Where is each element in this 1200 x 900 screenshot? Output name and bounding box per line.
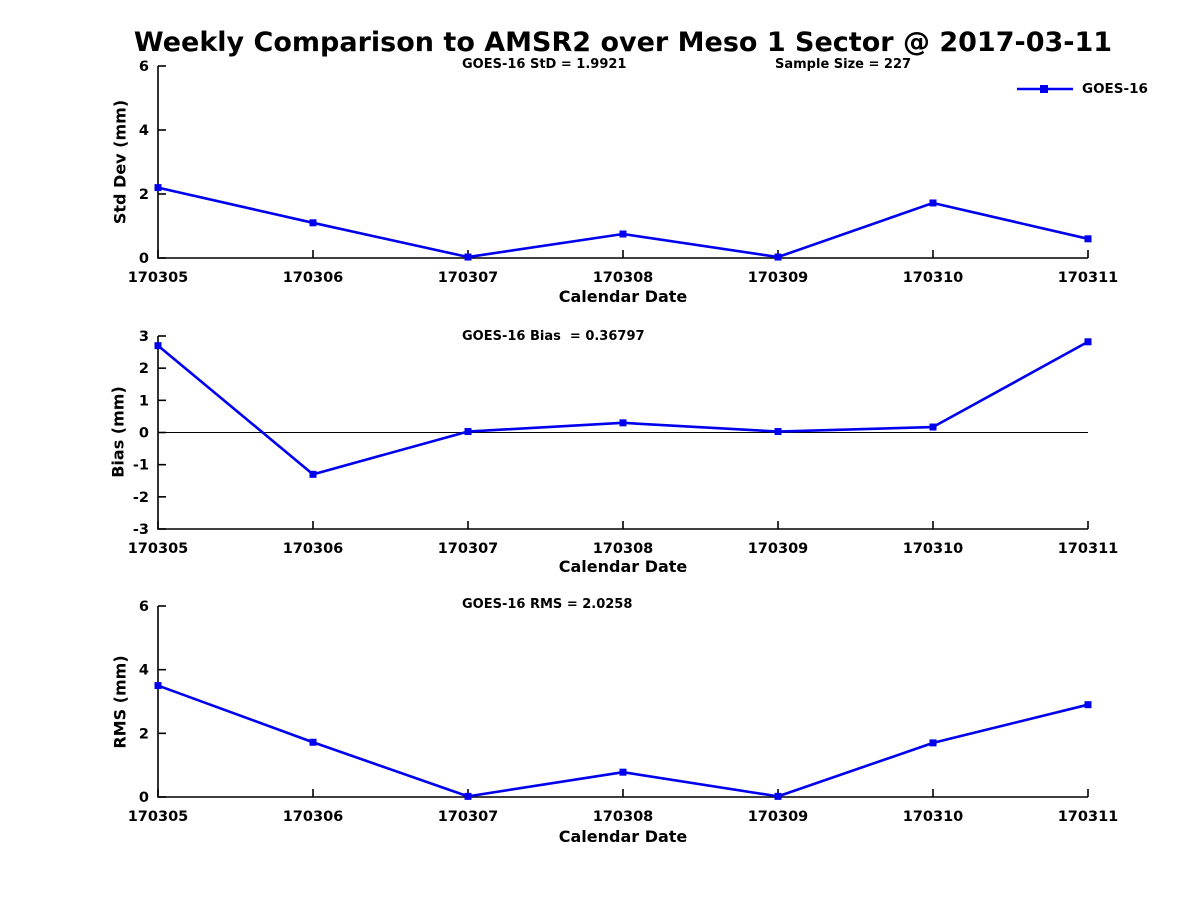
data-point-marker <box>154 682 162 690</box>
axis-spine <box>157 606 1088 798</box>
y-tick-label: 6 <box>139 599 149 615</box>
x-tick-label: 170307 <box>438 270 499 286</box>
x-tick-label: 170306 <box>283 270 344 286</box>
data-point-marker <box>619 419 627 427</box>
data-point-marker <box>154 184 162 192</box>
chart-std-dev: 0 2 4 6 170305 170306 170307 170308 170309 170310… <box>128 59 1119 286</box>
series-line-GOES-16 <box>157 186 1089 259</box>
data-point-marker <box>1084 701 1092 709</box>
x-tick-label: 170307 <box>438 809 499 825</box>
data-point-marker <box>309 738 317 746</box>
legend: GOES-16 <box>1015 81 1148 97</box>
x-tick-label: 170308 <box>593 270 654 286</box>
x-tick-label: 170305 <box>128 541 189 557</box>
x-axis-label-bottom: Calendar Date <box>558 827 688 846</box>
x-tick-label: 170310 <box>903 270 964 286</box>
x-tick-label: 170311 <box>1058 809 1119 825</box>
x-tick-label: 170310 <box>903 809 964 825</box>
legend-label: GOES-16 <box>1082 81 1148 97</box>
axis-spine <box>157 66 1088 259</box>
data-point-marker <box>1084 235 1092 243</box>
data-point-marker <box>774 428 782 436</box>
y-tick-label: -2 <box>133 490 149 506</box>
x-tick-label: 170311 <box>1058 270 1119 286</box>
chart-bias: -3 -2 -1 0 1 2 3 170305 170306 170307 170308 170309… <box>128 329 1119 557</box>
data-point-marker <box>464 428 472 436</box>
x-tick-label: 170310 <box>903 541 964 557</box>
y-tick-label: 0 <box>139 790 149 806</box>
stat-annotation-sample-size: Sample Size = 227 <box>775 57 912 72</box>
x-tick-label: 170309 <box>748 541 809 557</box>
data-point-marker <box>774 792 782 800</box>
x-tick-label: 170305 <box>128 270 189 286</box>
data-point-marker <box>464 792 472 800</box>
data-point-marker <box>929 199 937 207</box>
y-tick-label: 3 <box>139 329 149 345</box>
x-axis-label-middle: Calendar Date <box>558 557 688 576</box>
series-line-GOES-16 <box>157 684 1089 798</box>
y-tick-label: 1 <box>139 393 149 409</box>
x-tick-label: 170308 <box>593 541 654 557</box>
x-tick-label: 170306 <box>283 541 344 557</box>
y-tick-label: 6 <box>139 59 149 75</box>
x-tick-label: 170309 <box>748 270 809 286</box>
x-tick-label: 170306 <box>283 809 344 825</box>
x-tick-label: 170305 <box>128 809 189 825</box>
legend-square-marker <box>1040 85 1048 93</box>
series-line-GOES-16 <box>157 340 1089 476</box>
y-tick-label: 2 <box>139 361 149 377</box>
data-point-marker <box>309 219 317 227</box>
y-tick-label: -1 <box>133 458 149 474</box>
y-tick-label: -3 <box>133 522 149 538</box>
stat-annotation-bias: GOES-16 Bias = 0.36797 <box>462 329 645 344</box>
data-point-marker <box>464 253 472 261</box>
data-point-marker <box>929 739 937 747</box>
x-tick-label: 170308 <box>593 809 654 825</box>
data-point-marker <box>1084 338 1092 346</box>
y-tick-label: 0 <box>139 426 149 442</box>
figure-title: Weekly Comparison to AMSR2 over Meso 1 S… <box>133 27 1113 58</box>
data-point-marker <box>929 423 937 431</box>
data-point-marker <box>619 230 627 238</box>
y-tick-label: 4 <box>139 663 149 679</box>
x-tick-label: 170307 <box>438 541 499 557</box>
y-tick-label: 0 <box>139 251 149 267</box>
data-point-marker <box>309 470 317 478</box>
data-point-marker <box>619 768 627 776</box>
data-point-marker <box>774 253 782 261</box>
y-tick-label: 2 <box>139 187 149 203</box>
y-tick-label: 4 <box>139 123 149 139</box>
chart-rms: 0 2 4 6 170305 170306 170307 170308 170309 170310… <box>128 599 1119 825</box>
y-tick-label: 2 <box>139 726 149 742</box>
data-point-marker <box>154 342 162 350</box>
stat-annotation-rms: GOES-16 RMS = 2.0258 <box>462 597 633 612</box>
stat-annotation-std: GOES-16 StD = 1.9921 <box>462 57 627 72</box>
x-axis-label-top: Calendar Date <box>558 287 688 306</box>
x-tick-label: 170311 <box>1058 541 1119 557</box>
legend-marker-icon <box>1017 85 1073 93</box>
x-tick-label: 170309 <box>748 809 809 825</box>
